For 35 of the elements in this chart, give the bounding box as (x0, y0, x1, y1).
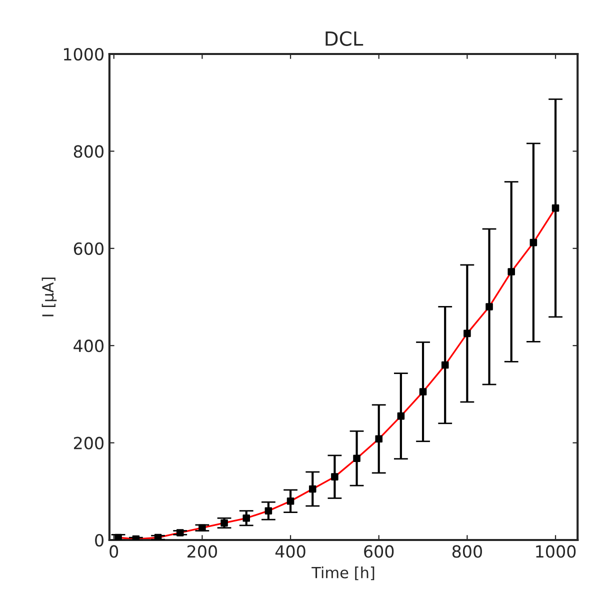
point (508, 268, 515, 276)
point (220, 519, 228, 527)
y-axis-title: I [µA] (42, 278, 57, 316)
point (114, 534, 122, 540)
point (154, 534, 162, 540)
x-tick-label: 1000 (536, 545, 576, 558)
y-tick-label: 800 (74, 145, 104, 158)
point (375, 435, 382, 443)
x-tick-label: 200 (188, 545, 217, 558)
x-tick-label: 0 (110, 545, 118, 558)
point (308, 485, 316, 493)
y-tick-label: 600 (74, 242, 104, 255)
point (530, 238, 538, 246)
y-tick-label: 0 (95, 534, 104, 547)
point (242, 514, 250, 522)
point (552, 204, 560, 212)
point (286, 497, 294, 505)
point (397, 412, 405, 420)
y-tick-label: 400 (74, 340, 104, 352)
point (353, 454, 360, 462)
point (331, 473, 338, 480)
x-tick-label: 400 (275, 545, 306, 558)
x-tick-label: 800 (452, 545, 482, 558)
point (176, 529, 184, 536)
chart-title: DCL (326, 31, 364, 46)
x-tick-label: 600 (364, 545, 394, 558)
point (264, 507, 272, 514)
point (419, 388, 427, 396)
point (198, 524, 206, 532)
point (441, 361, 449, 369)
point (464, 330, 471, 338)
y-tick-label: 1000 (64, 48, 104, 61)
point (486, 303, 493, 310)
y-tick-label: 200 (74, 436, 104, 450)
x-axis-title: Time [h] (312, 566, 374, 580)
